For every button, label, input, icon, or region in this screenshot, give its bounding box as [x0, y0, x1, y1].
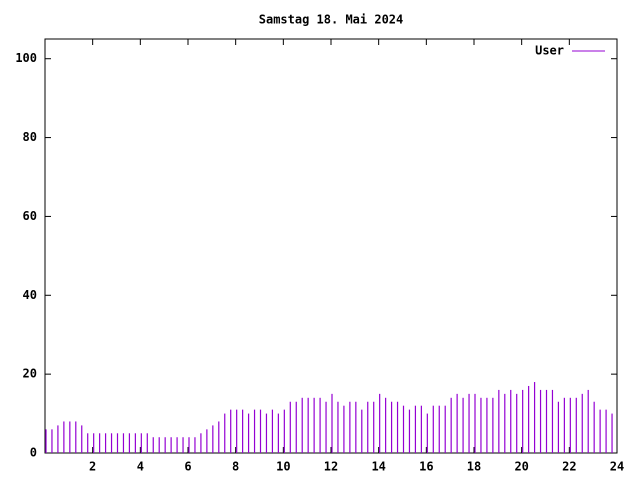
chart-title: Samstag 18. Mai 2024	[259, 13, 404, 27]
y-tick-label: 0	[30, 446, 37, 460]
x-tick-label: 12	[324, 460, 338, 474]
y-tick-label: 40	[23, 288, 37, 302]
x-tick-label: 8	[232, 460, 239, 474]
x-tick-label: 4	[137, 460, 144, 474]
x-tick-label: 20	[514, 460, 528, 474]
y-tick-label: 20	[23, 367, 37, 381]
x-tick-label: 22	[562, 460, 576, 474]
y-tick-label: 60	[23, 209, 37, 223]
x-tick-label: 24	[610, 460, 624, 474]
y-tick-label: 100	[15, 51, 37, 65]
x-tick-label: 10	[276, 460, 290, 474]
x-tick-label: 16	[419, 460, 433, 474]
y-tick-label: 80	[23, 130, 37, 144]
x-tick-label: 18	[467, 460, 481, 474]
x-tick-label: 2	[89, 460, 96, 474]
legend-label: User	[535, 44, 564, 58]
plot-frame	[44, 38, 618, 454]
x-tick-label: 14	[371, 460, 385, 474]
x-tick-label: 6	[184, 460, 191, 474]
